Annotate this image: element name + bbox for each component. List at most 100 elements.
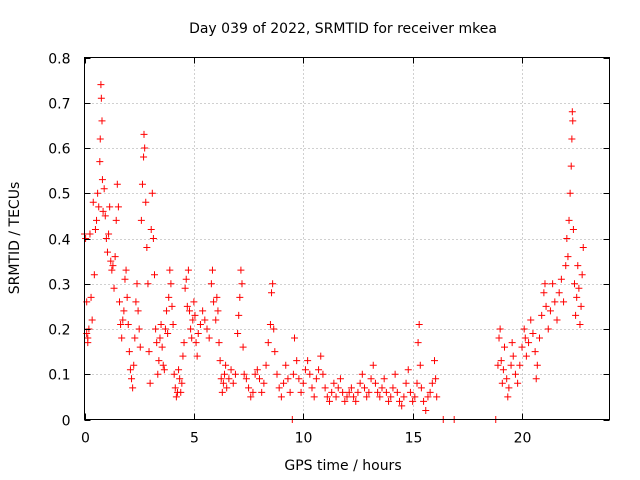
data-point	[147, 225, 155, 233]
data-point	[341, 397, 349, 405]
data-point	[245, 384, 253, 392]
data-point	[291, 334, 298, 342]
data-point	[260, 379, 268, 387]
data-point	[350, 393, 358, 401]
data-point	[503, 375, 511, 383]
data-point	[264, 339, 272, 347]
y-tick-label: 0.2	[48, 323, 70, 339]
data-point	[116, 298, 123, 306]
data-point	[433, 393, 441, 401]
data-point	[297, 388, 305, 396]
data-point	[352, 397, 360, 405]
data-point	[406, 388, 414, 396]
data-point	[555, 289, 563, 297]
data-point	[404, 366, 412, 374]
data-point	[117, 320, 125, 328]
y-tick-label: 0.5	[48, 187, 70, 203]
data-point	[194, 330, 202, 338]
data-point	[323, 393, 331, 401]
data-point	[576, 320, 584, 328]
data-point	[105, 230, 113, 238]
data-point	[282, 361, 290, 369]
data-point	[82, 235, 90, 242]
data-point	[315, 366, 323, 374]
data-point	[235, 311, 243, 319]
data-point	[188, 334, 196, 342]
data-point	[494, 361, 502, 369]
data-point	[501, 343, 508, 351]
data-point	[568, 108, 576, 116]
data-point	[343, 393, 351, 401]
data-point	[262, 361, 270, 369]
data-point	[579, 244, 587, 252]
data-point	[277, 393, 285, 401]
data-point	[213, 293, 221, 301]
data-point	[422, 406, 430, 414]
plot-frame	[84, 57, 610, 420]
data-point	[354, 388, 362, 396]
data-point	[181, 284, 189, 292]
data-point	[143, 244, 151, 252]
data-point	[326, 397, 333, 405]
data-point	[149, 235, 157, 242]
data-point	[176, 375, 184, 383]
data-point	[175, 366, 183, 374]
data-point	[417, 384, 425, 392]
data-point	[328, 388, 336, 396]
data-point	[180, 339, 188, 347]
data-point	[304, 357, 312, 365]
data-point	[400, 393, 408, 401]
data-point	[93, 216, 101, 224]
y-tick-label: 0.7	[48, 97, 70, 113]
data-point	[168, 302, 176, 310]
data-point	[160, 366, 168, 374]
data-point	[140, 153, 148, 161]
data-point	[109, 262, 117, 270]
data-point	[120, 307, 128, 315]
data-point	[221, 370, 228, 378]
data-point	[214, 307, 222, 315]
data-point	[521, 334, 529, 342]
data-point	[565, 216, 573, 224]
data-point	[549, 280, 557, 288]
data-point	[229, 379, 237, 387]
data-point	[432, 375, 440, 383]
data-point	[253, 366, 261, 374]
data-point	[237, 266, 245, 274]
data-point	[212, 316, 220, 324]
data-point	[166, 266, 174, 274]
data-point	[119, 316, 127, 324]
data-point	[137, 216, 145, 224]
data-point	[112, 216, 120, 224]
data-point	[380, 375, 388, 383]
data-point	[529, 330, 537, 338]
data-point	[575, 284, 583, 292]
y-tick-label: 0.1	[48, 368, 70, 384]
data-point	[378, 384, 386, 392]
grid-lines	[84, 57, 610, 420]
data-point	[424, 393, 432, 401]
data-point	[544, 325, 552, 333]
data-point	[371, 379, 379, 387]
data-point	[385, 397, 393, 405]
data-point	[121, 275, 129, 283]
data-point	[504, 393, 512, 401]
data-point	[138, 180, 146, 188]
data-point	[299, 379, 307, 387]
data-point	[123, 293, 131, 301]
data-point	[125, 348, 133, 356]
data-point	[207, 280, 215, 288]
data-point	[129, 384, 137, 392]
data-point	[189, 316, 197, 324]
data-point	[270, 325, 278, 333]
data-point	[374, 388, 382, 396]
data-point	[159, 361, 167, 369]
data-point	[319, 370, 327, 378]
data-point	[396, 397, 403, 405]
data-point	[553, 316, 561, 324]
data-point	[225, 375, 233, 383]
data-point	[266, 320, 274, 328]
data-point	[167, 280, 175, 288]
data-point	[495, 334, 503, 342]
